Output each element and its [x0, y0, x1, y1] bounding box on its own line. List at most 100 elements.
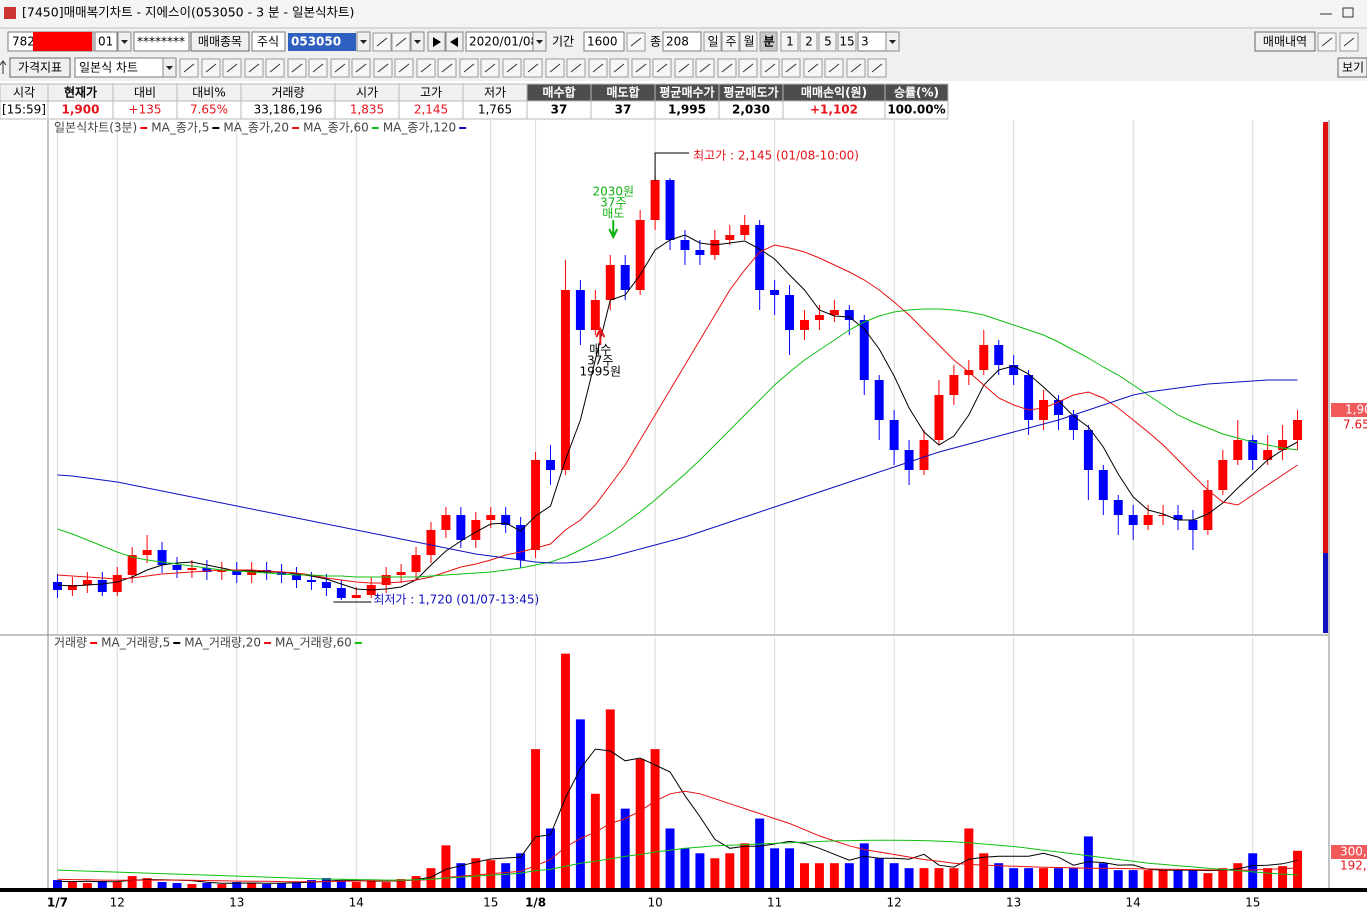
legend-label: MA_종가,20	[223, 121, 289, 135]
table-value: 37	[615, 103, 632, 117]
interval-button[interactable]	[837, 31, 857, 52]
price-marker	[1331, 403, 1367, 417]
icon-glyph	[312, 63, 324, 73]
dropdown-arrow	[536, 40, 543, 44]
x-tick-label: 10	[647, 896, 662, 910]
volume-bar	[620, 808, 630, 888]
candle-body	[112, 575, 122, 592]
table-value: 1,900	[62, 103, 100, 117]
buy-label: 매수	[589, 343, 611, 357]
volume-bar	[605, 709, 615, 888]
candle-body	[202, 568, 212, 572]
candle-body	[575, 290, 585, 330]
candle-body	[1278, 440, 1288, 450]
candle-body	[889, 420, 899, 450]
candle-body	[486, 515, 496, 520]
icon-glyph	[828, 63, 840, 73]
candle-body	[381, 575, 391, 585]
interval-button[interactable]	[703, 31, 722, 52]
candle-body	[546, 460, 555, 470]
volume-bar	[1248, 853, 1258, 888]
interval-label: 1	[786, 35, 794, 49]
volume-bar	[1128, 870, 1138, 888]
table-header: 평균매수가	[659, 85, 714, 100]
candle-body	[516, 525, 526, 560]
volume-marker	[1331, 845, 1367, 859]
volume-ma: 192,6	[1340, 859, 1367, 873]
volume-bar	[800, 863, 809, 888]
period: 1600	[587, 35, 618, 49]
interval-button[interactable]	[799, 31, 818, 52]
icon-glyph	[678, 63, 690, 73]
legend-label: MA_거래량,5	[101, 636, 170, 650]
table-value: +1,102	[810, 103, 858, 117]
ma-line	[57, 244, 1298, 584]
history-button[interactable]	[1254, 31, 1316, 52]
volume-bar	[829, 863, 839, 888]
candle-body	[605, 265, 615, 300]
icon-glyph	[527, 63, 539, 73]
candle-body	[695, 250, 705, 255]
volume-bar	[396, 879, 406, 888]
trade-items-button[interactable]	[190, 31, 250, 52]
icon-glyph	[248, 63, 260, 73]
candle-body	[1083, 430, 1093, 470]
volume-bar	[82, 883, 92, 888]
market-label: 주식	[257, 35, 279, 49]
interval-button[interactable]	[780, 31, 799, 52]
view-button[interactable]	[1337, 57, 1367, 78]
candle-body	[1158, 515, 1168, 516]
candle-body	[456, 515, 466, 540]
candle-body	[874, 380, 884, 420]
interval-button[interactable]	[721, 31, 740, 52]
candle-body	[814, 315, 824, 320]
sub-account-input[interactable]	[94, 31, 118, 52]
volume-bar	[695, 853, 705, 888]
candle-body	[949, 375, 959, 395]
icon-glyph	[226, 63, 238, 73]
x-tick-label: 12	[110, 896, 125, 910]
count-input[interactable]	[662, 31, 702, 52]
interval-button[interactable]	[818, 31, 837, 52]
volume-bar	[1173, 870, 1183, 888]
candle-body	[770, 290, 780, 295]
volume-bar	[321, 878, 331, 888]
volume-bar	[979, 853, 989, 888]
volume-bar	[934, 868, 944, 888]
candle-body	[800, 320, 809, 330]
icon-glyph	[269, 63, 281, 73]
ma-line	[57, 308, 1298, 578]
volume-bar	[1024, 868, 1034, 888]
volume-bar	[277, 883, 287, 888]
volume-bar	[1113, 870, 1123, 888]
change-rate: 7.65%	[1343, 418, 1367, 432]
candle-body	[1009, 365, 1019, 375]
chart-style: 일본식 차트	[79, 61, 138, 75]
icon-glyph	[420, 63, 432, 73]
interval-label: 월	[743, 35, 754, 49]
volume-bar	[516, 853, 526, 888]
table-value: 2,030	[732, 103, 770, 117]
indicator-button[interactable]	[9, 57, 71, 78]
interval-label: 분	[763, 35, 774, 49]
table-header: 고가	[420, 86, 442, 100]
candle-body	[1098, 470, 1108, 500]
table-value: 7.65%	[190, 103, 228, 117]
x-tick-label: 15	[1245, 896, 1260, 910]
volume-bar	[964, 828, 974, 888]
volume-bar	[755, 818, 765, 888]
table-value: 100.00%	[887, 103, 945, 117]
period-input[interactable]	[583, 31, 625, 52]
password-input[interactable]	[133, 31, 190, 52]
candle-body	[336, 588, 346, 598]
interval-button[interactable]	[759, 31, 778, 52]
restore-button[interactable]	[1342, 7, 1354, 18]
market-select[interactable]	[251, 31, 286, 52]
candle-body	[934, 395, 944, 440]
candle-body	[531, 460, 541, 550]
volume-bar	[67, 882, 77, 888]
volume-bar	[306, 880, 316, 888]
interval-button[interactable]	[739, 31, 758, 52]
candle-body	[1113, 500, 1123, 515]
code-input[interactable]	[288, 33, 356, 51]
